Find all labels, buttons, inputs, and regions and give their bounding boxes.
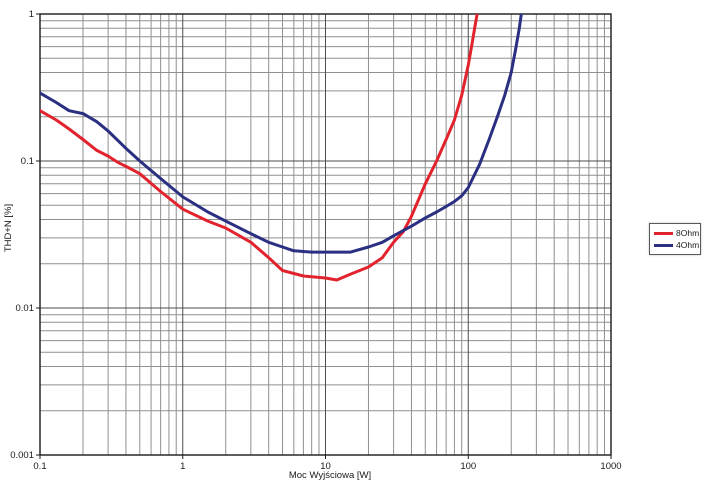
- x-tick-label: 1: [180, 461, 185, 472]
- x-tick-label: 100: [460, 461, 476, 472]
- x-tick-label: 10: [320, 461, 331, 472]
- legend-label-4ohm: 4Ohm: [676, 239, 700, 250]
- y-tick-label: 0.01: [16, 303, 35, 314]
- x-tick-label: 0.1: [33, 461, 46, 472]
- tick-labels: 0.1 1 10 100 1000 1 0.1 0.01 0.001: [10, 9, 621, 472]
- data-curves: [40, 14, 523, 282]
- x-axis-title: Moc Wyjściowa [W]: [289, 470, 371, 481]
- y-tick-label: 1: [29, 9, 34, 20]
- legend-label-8ohm: 8Ohm: [676, 227, 700, 238]
- y-axis-title: THD+N [%]: [3, 204, 14, 252]
- legend-item-4ohm: 4Ohm: [654, 239, 700, 251]
- series-line-4ohm: [40, 14, 523, 254]
- legend: 8Ohm 4Ohm: [649, 223, 701, 255]
- x-tick-label: 1000: [600, 461, 621, 472]
- legend-swatch-8ohm-icon: [654, 231, 673, 235]
- y-tick-label: 0.001: [10, 450, 34, 461]
- axis-ticks: [36, 13, 612, 459]
- legend-item-8ohm: 8Ohm: [654, 227, 700, 239]
- y-tick-label: 0.1: [21, 156, 34, 167]
- series-line-8ohm: [40, 14, 479, 282]
- legend-swatch-4ohm-icon: [654, 243, 673, 247]
